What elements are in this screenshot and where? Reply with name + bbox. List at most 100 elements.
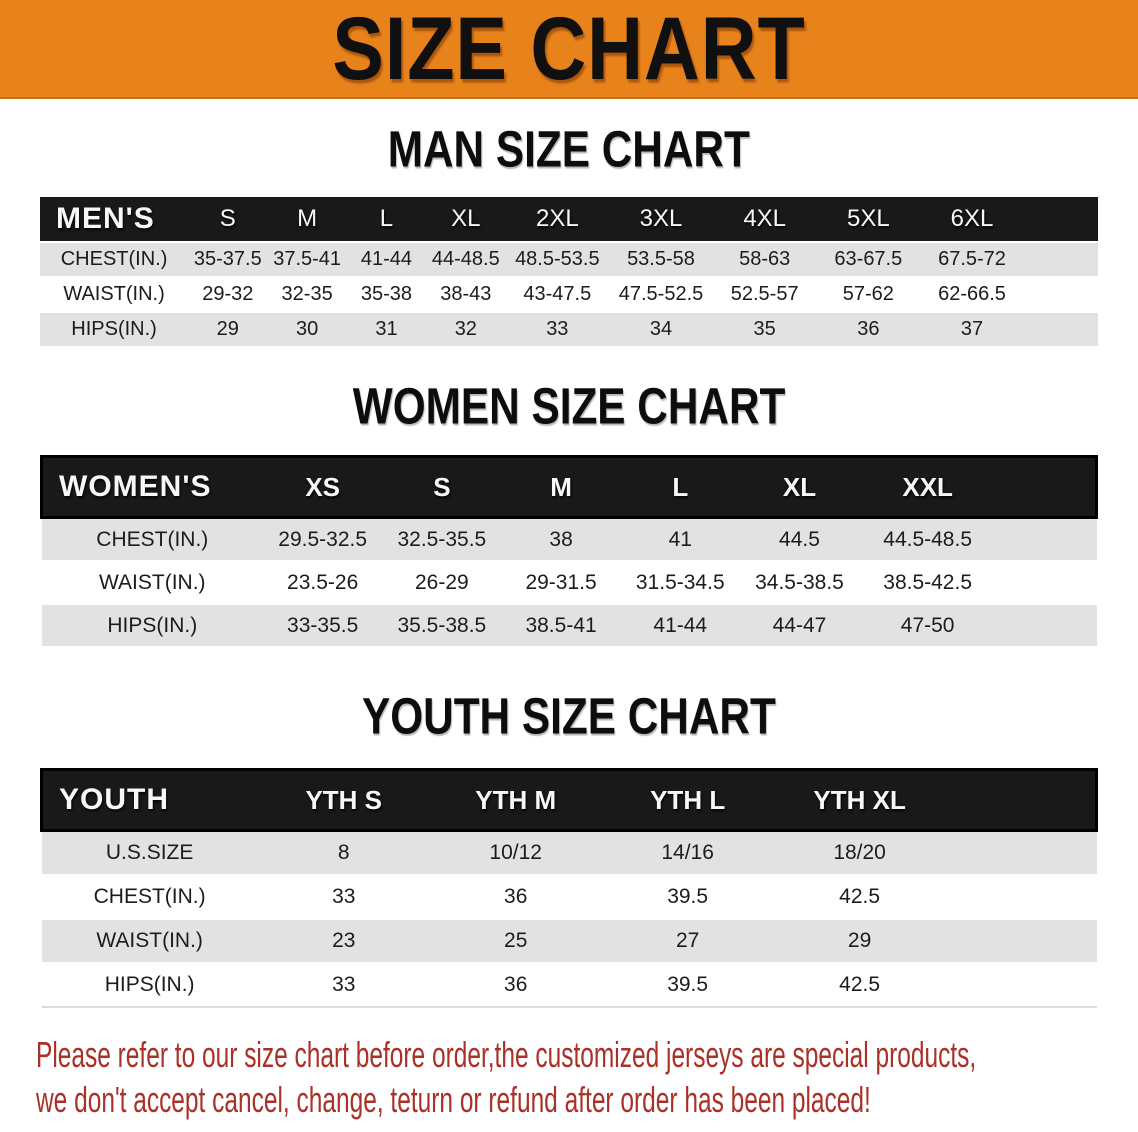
women-size-column-header: L [620, 455, 740, 520]
youth-measurement-value: 25 [429, 919, 602, 964]
youth-measurement-value: 10/12 [429, 830, 602, 876]
youth-row-label: U.S.SIZE [41, 830, 258, 876]
women-measurement-row: WAIST(IN.) 23.5-26 26-29 29-31.5 31.5-34.5 34… [41, 561, 1097, 604]
men-measurement-value: 29-32 [202, 282, 254, 305]
youth-row-label: CHEST(IN.) [93, 885, 206, 909]
notice-line-2-text: we don't accept cancel, change, teturn o… [36, 1079, 871, 1121]
men-size-column-header: XL [426, 196, 506, 242]
youth-measurement-value: 18/20 [773, 830, 946, 876]
women-section-heading: WOMEN SIZE CHART [0, 376, 1138, 435]
youth-size-column-header: YTH M [429, 768, 602, 833]
men-group-label: MEN'S [40, 196, 189, 242]
women-measurement-value: 41-44 [620, 604, 740, 647]
youth-size-table: YOUTH YTH S YTH M YTH L YTH XL U.S.SIZE 8 10/1… [39, 768, 1098, 1009]
youth-measurement-value: 36 [504, 973, 528, 997]
youth-section-heading: YOUTH SIZE CHART [0, 687, 1138, 745]
youth-measurement-value: 42.5 [839, 885, 881, 909]
youth-measurement-value: 14/16 [601, 830, 774, 876]
youth-row-spacer [945, 919, 1097, 964]
men-measurement-value: 29 [188, 311, 268, 346]
men-section-heading: MAN SIZE CHART [0, 120, 1138, 178]
women-measurement-value: 47-50 [859, 604, 997, 647]
men-size-column-header: S [188, 196, 268, 242]
men-measurement-value: 38-43 [440, 282, 492, 305]
youth-row-label: HIPS(IN.) [104, 973, 195, 997]
youth-measurement-row: WAIST(IN.) 23 25 27 29 [41, 919, 1097, 964]
women-measurement-value: 29.5-32.5 [263, 517, 383, 562]
women-size-table: WOMEN'S XS S M L XL XXL CHEST(IN.) 29.5-32.5 32.… [40, 455, 1099, 647]
men-measurement-value: 53.5-58 [609, 241, 713, 277]
men-measurement-value: 36 [816, 311, 921, 346]
women-row-spacer [996, 561, 1096, 604]
women-measurement-value: 41 [620, 517, 740, 562]
men-size-column-header: 5XL [816, 196, 921, 242]
men-measurement-value: 48.5-53.5 [505, 241, 610, 277]
banner-title: SIZE CHART [332, 0, 806, 99]
men-measurement-value: 30 [267, 311, 347, 346]
men-measurement-value: 52.5-57 [730, 282, 799, 305]
youth-measurement-value: 33 [332, 973, 356, 997]
men-row-spacer [1024, 277, 1098, 312]
men-measurement-value: 35-37.5 [188, 241, 268, 277]
women-row-label: CHEST(IN.) [41, 517, 264, 562]
men-measurement-row: WAIST(IN.) 29-32 32-35 35-38 38-43 43-47.5 47.… [40, 276, 1098, 312]
youth-section-heading-text: YOUTH SIZE CHART [362, 687, 776, 745]
men-measurement-value: 62-66.5 [938, 282, 1006, 305]
women-measurement-value: 23.5-26 [287, 570, 359, 594]
women-measurement-value: 38.5-41 [501, 604, 621, 647]
youth-header-spacer [945, 768, 1098, 833]
men-size-column-header: 6XL [920, 196, 1024, 242]
women-section: WOMEN SIZE CHART WOMEN'S XS S M L XL XXL CHEST… [0, 376, 1138, 647]
youth-measurement-value: 33 [332, 885, 356, 909]
men-size-column-header: 2XL [505, 196, 610, 242]
men-measurement-value: 32 [426, 311, 506, 346]
youth-measurement-row: CHEST(IN.) 33 36 39.5 42.5 [41, 875, 1097, 919]
women-measurement-value: 38.5-42.5 [883, 570, 973, 594]
men-header-row: MEN'S S M L XL 2XL 3XL 4XL 5XL 6XL [40, 196, 1098, 242]
men-measurement-value: 37.5-41 [267, 241, 347, 277]
women-measurement-value: 35.5-38.5 [382, 604, 502, 647]
footer-notice: Please refer to our size chart before or… [36, 1032, 1138, 1122]
youth-measurement-value: 8 [257, 830, 430, 876]
women-measurement-row: CHEST(IN.) 29.5-32.5 32.5-35.5 38 41 44.5 44.5… [41, 517, 1097, 562]
men-measurement-value: 58-63 [712, 241, 817, 277]
youth-group-label: YOUTH [39, 768, 258, 833]
men-size-column-header: L [346, 196, 427, 242]
women-measurement-value: 29-31.5 [525, 570, 597, 594]
women-measurement-value: 34.5-38.5 [755, 570, 844, 594]
women-section-heading-text: WOMEN SIZE CHART [352, 376, 786, 435]
men-measurement-value: 57-62 [842, 282, 894, 305]
men-measurement-value: 35-38 [360, 282, 413, 305]
women-header-spacer [996, 455, 1099, 520]
men-measurement-value: 34 [609, 311, 713, 346]
men-measurement-value: 44-48.5 [426, 241, 506, 277]
men-measurement-value: 37 [920, 311, 1024, 346]
men-section-heading-text: MAN SIZE CHART [387, 120, 751, 178]
women-size-column-header: XXL [859, 455, 997, 520]
men-size-table: MEN'S S M L XL 2XL 3XL 4XL 5XL 6XL CHEST(IN.) 35-3… [40, 196, 1098, 346]
women-row-label: WAIST(IN.) [99, 570, 206, 594]
youth-measurement-value: 42.5 [839, 973, 881, 997]
men-measurement-value: 35 [712, 311, 817, 346]
men-measurement-value: 63-67.5 [816, 241, 921, 277]
women-measurement-value: 38 [501, 517, 621, 562]
men-header-spacer [1023, 196, 1098, 242]
men-size-column-header: M [267, 196, 347, 242]
women-row-spacer [996, 604, 1097, 647]
men-measurement-value: 33 [505, 311, 610, 346]
men-measurement-value: 41-44 [346, 241, 427, 277]
women-row-label: HIPS(IN.) [41, 604, 264, 647]
women-row-spacer [996, 517, 1097, 562]
women-measurement-value: 33-35.5 [263, 604, 383, 647]
women-measurement-value: 31.5-34.5 [635, 570, 725, 594]
men-row-label: HIPS(IN.) [40, 311, 189, 346]
youth-measurement-row: HIPS(IN.) 33 36 39.5 42.5 [41, 963, 1097, 1007]
youth-measurement-value: 39.5 [667, 973, 709, 997]
women-measurement-row: HIPS(IN.) 33-35.5 35.5-38.5 38.5-41 41-44 44-… [41, 604, 1097, 647]
youth-row-spacer [946, 875, 1097, 919]
men-row-label: CHEST(IN.) [40, 241, 189, 277]
men-row-label: WAIST(IN.) [63, 282, 165, 305]
youth-measurement-value: 36 [504, 885, 528, 909]
youth-size-column-header: YTH L [601, 768, 774, 833]
women-measurement-value: 44-47 [739, 604, 860, 647]
